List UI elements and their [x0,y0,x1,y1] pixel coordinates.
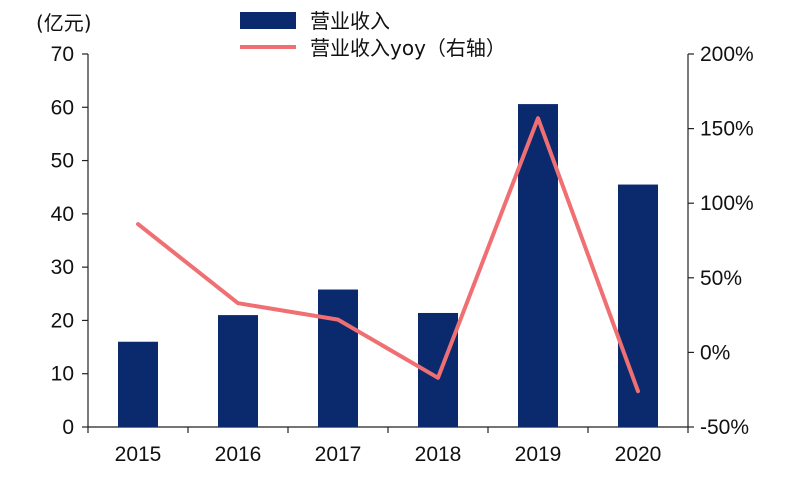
left-tick-label: 60 [51,96,74,119]
left-tick-label: 50 [51,150,74,173]
yoy-point [336,318,340,322]
left-tick-label: 30 [51,256,74,279]
right-tick-label: -50% [700,416,749,439]
x-tick-label: 2016 [215,443,262,466]
axes: 0 10 20 30 40 50 60 70 -50% 0% 50% 100% 150% 200% 2015… [51,43,754,466]
right-tick-label: 150% [700,118,754,141]
legend-line-label: 营业收入yoy（右轴） [310,36,506,60]
right-tick-label: 100% [700,192,754,215]
left-tick-label: 0 [62,416,74,439]
x-tick-label: 2018 [415,443,462,466]
yoy-line [136,116,640,394]
left-axis-unit-label: (亿元) [36,11,92,35]
x-tick-label: 2015 [115,443,162,466]
yoy-point [436,376,440,380]
bar-series [118,104,658,428]
legend: 营业收入 营业收入yoy（右轴） [240,9,506,60]
right-tick-label: 0% [700,341,730,364]
legend-bar-swatch [240,12,296,29]
bar [318,289,358,427]
x-tick-label: 2020 [615,443,662,466]
left-tick-label: 10 [51,363,74,386]
line-series [136,116,640,394]
yoy-point [536,116,540,120]
yoy-point [136,222,140,226]
left-tick-label: 70 [51,43,74,66]
right-tick-label: 200% [700,43,754,66]
yoy-point [236,301,240,305]
yoy-point [636,389,640,393]
bar [118,341,158,427]
left-tick-label: 20 [51,309,74,332]
x-tick-label: 2017 [315,443,362,466]
bar [218,315,258,427]
x-tick-label: 2019 [515,443,562,466]
left-tick-label: 40 [51,203,74,226]
legend-bar-label: 营业收入 [310,9,390,33]
right-tick-label: 50% [700,267,742,290]
